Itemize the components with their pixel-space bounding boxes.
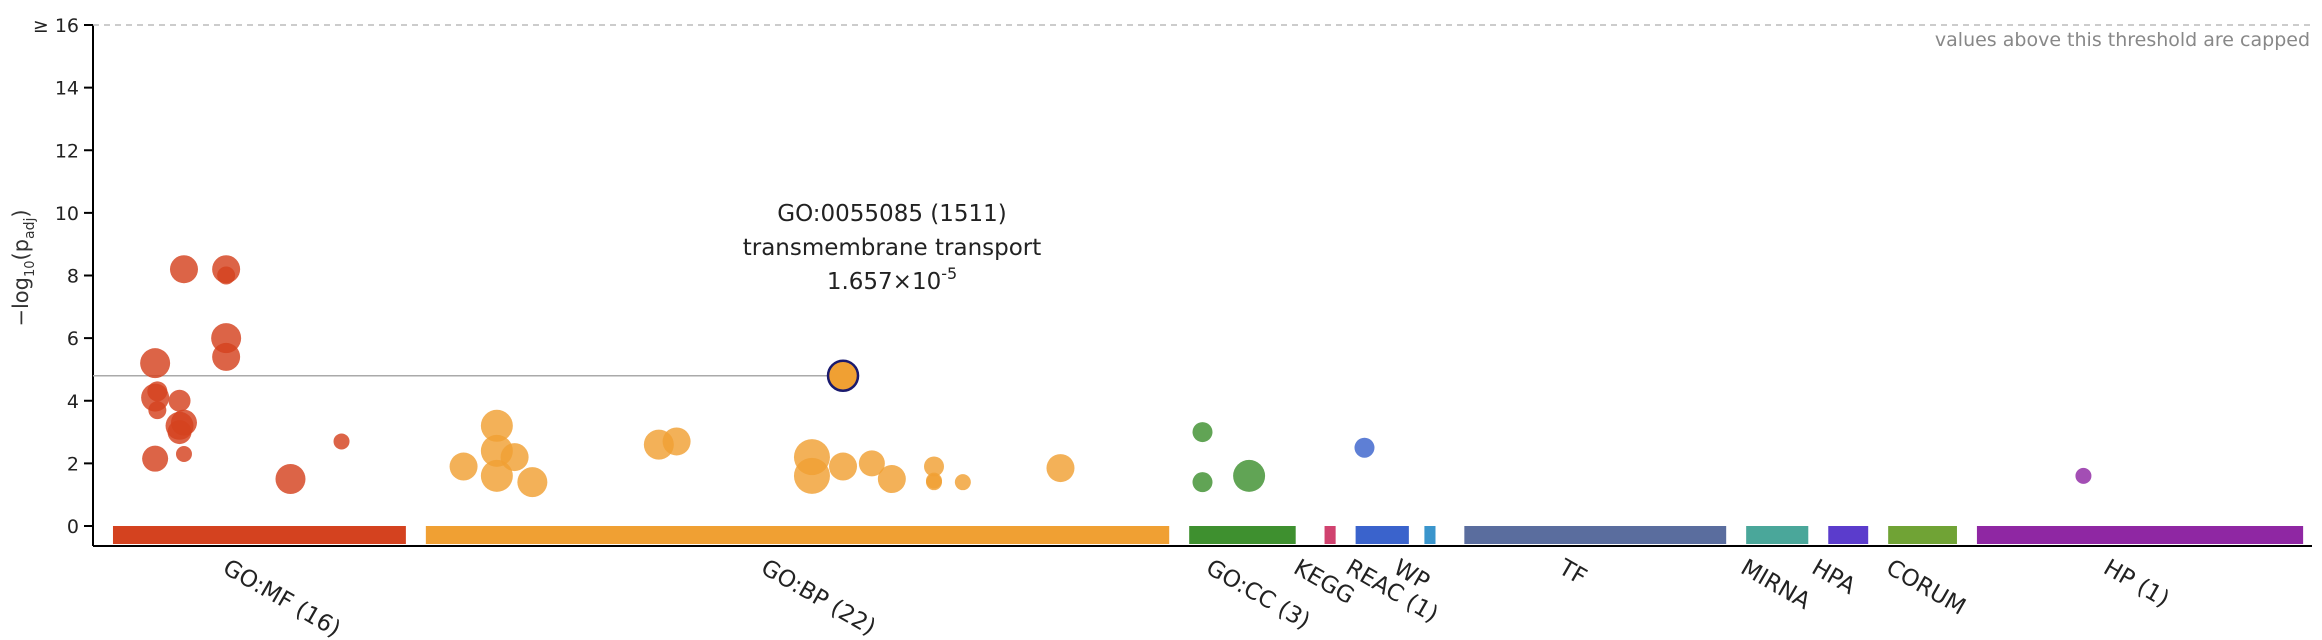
data-point[interactable]	[1192, 422, 1213, 443]
source-bar-gocc[interactable]	[1189, 526, 1296, 544]
data-point[interactable]	[142, 445, 169, 472]
source-bar-mirna[interactable]	[1746, 526, 1809, 544]
tooltip-pvalue: 1.657×10-5	[827, 264, 957, 295]
y-axis-title-paren-close: )	[9, 209, 33, 217]
source-label-reac: REAC (1)	[1341, 555, 1442, 628]
source-bar-tf[interactable]	[1464, 526, 1727, 544]
data-point[interactable]	[167, 420, 192, 445]
highlighted-data-point[interactable]	[826, 359, 860, 392]
source-bar-corum[interactable]	[1888, 526, 1957, 544]
y-tick-label: 4	[67, 391, 79, 413]
source-bar-hpa[interactable]	[1828, 526, 1869, 544]
tooltip-term-id: GO:0055085 (1511)	[777, 201, 1007, 227]
y-axis: 0 2 4 6 8 10 12 14 ≥ 16	[33, 15, 94, 546]
y-tick-label: 8	[67, 266, 79, 288]
data-point[interactable]	[793, 457, 830, 494]
data-points	[140, 255, 2092, 498]
y-tick-label: 10	[55, 203, 79, 225]
data-point[interactable]	[275, 464, 306, 495]
source-bar-hp[interactable]	[1976, 526, 2304, 544]
source-bars	[112, 526, 2304, 544]
y-tick-label: 2	[67, 453, 79, 475]
data-point[interactable]	[147, 381, 168, 402]
y-axis-title-sub: 10	[23, 260, 38, 277]
data-point[interactable]	[175, 445, 192, 462]
data-point[interactable]	[1046, 454, 1075, 483]
source-bar-gobp[interactable]	[425, 526, 1170, 544]
data-point[interactable]	[140, 348, 171, 379]
data-point[interactable]	[1192, 472, 1213, 493]
tooltip-pvalue-exponent: -5	[941, 264, 957, 283]
data-point[interactable]	[212, 342, 241, 371]
data-point[interactable]	[217, 266, 236, 285]
y-tick-label: 12	[55, 140, 79, 162]
tooltip: GO:0055085 (1511) transmembrane transpor…	[743, 201, 1042, 295]
source-label-mirna: MIRNA	[1736, 555, 1815, 615]
data-point[interactable]	[926, 474, 943, 491]
source-label-corum: CORUM	[1882, 555, 1970, 621]
tooltip-pvalue-mantissa: 1.657×10	[827, 269, 941, 295]
y-tick-label: 0	[67, 516, 79, 538]
data-point[interactable]	[1354, 437, 1375, 458]
data-point[interactable]	[333, 433, 350, 450]
y-axis-title: −log10(padj)	[9, 209, 38, 326]
data-point[interactable]	[829, 452, 858, 481]
y-axis-title-adj: adj	[22, 218, 38, 239]
source-bar-reac[interactable]	[1355, 526, 1409, 544]
source-label-gobp: GO:BP (22)	[757, 555, 880, 640]
tooltip-term-name: transmembrane transport	[743, 235, 1042, 261]
y-axis-title-main: −log	[9, 277, 33, 327]
data-point[interactable]	[877, 465, 906, 494]
y-tick-label: 6	[67, 328, 79, 350]
data-point[interactable]	[924, 456, 945, 477]
y-tick-label: ≥ 16	[33, 15, 79, 37]
source-label-tf: TF	[1553, 554, 1590, 591]
source-bar-wp[interactable]	[1424, 526, 1436, 544]
y-tick-label: 14	[55, 78, 79, 100]
data-point[interactable]	[858, 450, 885, 477]
data-point[interactable]	[169, 255, 198, 284]
data-point[interactable]	[500, 443, 529, 472]
y-axis-title-paren-open: (p	[9, 239, 33, 261]
source-label-kegg: KEGG	[1289, 555, 1359, 610]
data-point[interactable]	[480, 409, 513, 442]
threshold-note: values above this threshold are capped	[1935, 29, 2310, 51]
data-point[interactable]	[517, 467, 548, 498]
source-label-hpa: HPA	[1807, 555, 1860, 600]
data-point[interactable]	[954, 474, 971, 491]
data-point[interactable]	[2075, 467, 2092, 484]
data-point[interactable]	[480, 459, 513, 492]
source-bar-gomf[interactable]	[112, 526, 406, 544]
source-label-gomf: GO:MF (16)	[218, 555, 344, 640]
data-point[interactable]	[1233, 459, 1266, 492]
data-point[interactable]	[662, 427, 691, 456]
data-point[interactable]	[449, 452, 478, 481]
data-point[interactable]	[148, 401, 167, 420]
source-bar-kegg[interactable]	[1324, 526, 1336, 544]
source-label-hp: HP (1)	[2099, 555, 2174, 613]
data-point[interactable]	[168, 389, 191, 412]
